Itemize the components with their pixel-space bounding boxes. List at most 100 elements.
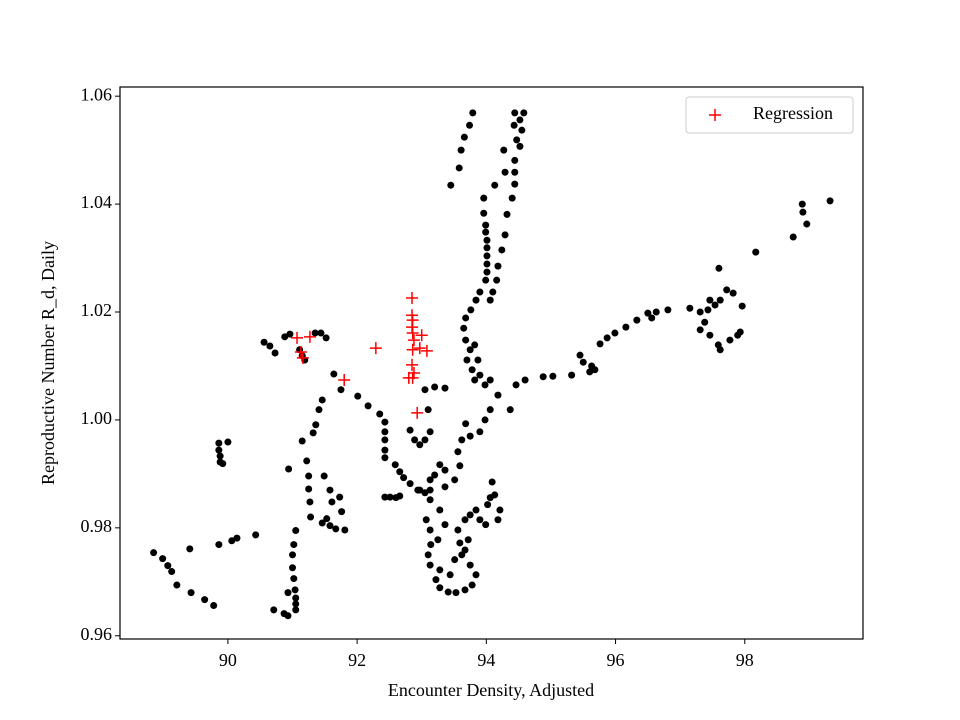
plus-marker	[291, 331, 304, 344]
point	[493, 276, 501, 284]
point	[511, 156, 519, 164]
y-tick-label: 1.02	[81, 300, 113, 320]
point	[461, 546, 469, 554]
point	[434, 536, 442, 544]
point	[462, 314, 470, 322]
point	[186, 545, 194, 553]
point	[454, 448, 462, 456]
point	[441, 466, 449, 474]
point	[427, 541, 435, 549]
point	[483, 268, 491, 276]
point	[460, 324, 468, 332]
point	[466, 432, 474, 440]
plus-marker	[338, 373, 351, 386]
point	[482, 521, 490, 529]
point	[476, 371, 484, 379]
point	[482, 228, 490, 236]
point	[292, 606, 300, 614]
point	[328, 498, 336, 506]
plus-stroke	[406, 358, 419, 371]
point	[716, 346, 724, 354]
point	[483, 260, 491, 268]
point	[496, 506, 504, 514]
point	[451, 476, 459, 484]
point	[391, 461, 399, 469]
point	[652, 308, 660, 316]
point	[266, 342, 274, 350]
point	[494, 262, 502, 270]
point	[511, 180, 519, 188]
point	[224, 438, 232, 446]
point	[451, 556, 459, 564]
point	[480, 209, 488, 217]
point	[736, 328, 744, 336]
point	[376, 410, 384, 418]
x-tick-label: 94	[477, 650, 495, 670]
point	[381, 418, 389, 426]
point	[464, 536, 472, 544]
legend: Regression	[685, 96, 854, 134]
point	[292, 594, 300, 602]
point	[215, 439, 223, 447]
point	[292, 600, 300, 608]
point	[168, 568, 176, 576]
point	[466, 561, 474, 569]
point	[290, 541, 298, 549]
point	[489, 288, 497, 296]
point	[289, 564, 297, 572]
plus-marker	[413, 342, 426, 355]
point	[483, 252, 491, 260]
point	[431, 471, 439, 479]
point	[150, 549, 158, 557]
plus-marker	[406, 291, 419, 304]
point	[484, 501, 492, 509]
plus-marker	[407, 334, 420, 347]
point	[456, 462, 464, 470]
point	[458, 436, 466, 444]
point	[486, 296, 494, 304]
plus-marker	[406, 327, 419, 340]
point	[715, 264, 723, 272]
point	[466, 511, 474, 519]
point	[483, 236, 491, 244]
plus-stroke	[406, 291, 419, 304]
point	[498, 246, 506, 254]
plus-marker	[420, 344, 433, 357]
point	[341, 526, 349, 534]
point	[452, 589, 460, 597]
point	[799, 208, 807, 216]
point	[752, 248, 760, 256]
x-tick-label: 90	[219, 650, 237, 670]
point	[706, 296, 714, 304]
point	[311, 329, 319, 337]
point	[461, 516, 469, 524]
plus-marker	[406, 371, 419, 384]
point	[421, 436, 429, 444]
y-tick-label: 1.04	[81, 192, 113, 212]
point	[468, 366, 476, 374]
point	[579, 358, 587, 366]
plus-stroke	[411, 406, 424, 419]
point	[286, 330, 294, 338]
point	[463, 356, 471, 364]
point	[381, 454, 389, 462]
plus-stroke	[413, 342, 426, 355]
point	[446, 571, 454, 579]
point	[576, 351, 584, 359]
point	[441, 384, 449, 392]
point	[462, 420, 470, 428]
point	[381, 428, 389, 436]
point	[596, 340, 604, 348]
point	[472, 571, 480, 579]
point	[511, 168, 519, 176]
y-tick-label: 1.00	[81, 408, 113, 428]
point	[510, 121, 518, 129]
point	[306, 498, 314, 506]
plus-marker	[303, 330, 316, 343]
point	[482, 276, 490, 284]
point	[173, 581, 181, 589]
point	[421, 386, 429, 394]
point	[315, 406, 323, 414]
plus-stroke	[420, 344, 433, 357]
point	[396, 492, 404, 500]
